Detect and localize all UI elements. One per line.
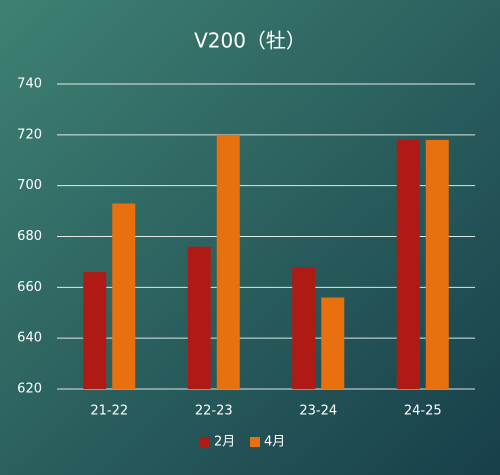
legend-swatch	[250, 437, 260, 447]
y-tick-label: 700	[17, 178, 42, 193]
bar	[83, 272, 107, 389]
chart-title: V200（牡）	[194, 29, 306, 53]
bar	[396, 139, 420, 389]
x-tick-label: 24-25	[404, 404, 442, 419]
bar	[187, 246, 211, 389]
y-tick-label: 640	[17, 331, 42, 346]
legend-label: 4月	[264, 435, 285, 450]
y-tick-label: 660	[17, 280, 42, 295]
legend-swatch	[200, 437, 210, 447]
bar	[321, 297, 345, 389]
y-tick-label: 680	[17, 229, 42, 244]
y-tick-label: 740	[17, 77, 42, 92]
x-tick-label: 21-22	[90, 404, 128, 419]
x-tick-label: 22-23	[195, 404, 233, 419]
y-tick-label: 720	[17, 127, 42, 142]
y-tick-label: 620	[17, 382, 42, 397]
bar	[292, 267, 316, 389]
bar	[112, 203, 136, 389]
x-tick-label: 23-24	[299, 404, 337, 419]
legend-label: 2月	[214, 435, 235, 450]
bar	[425, 139, 449, 389]
bar	[216, 134, 240, 389]
